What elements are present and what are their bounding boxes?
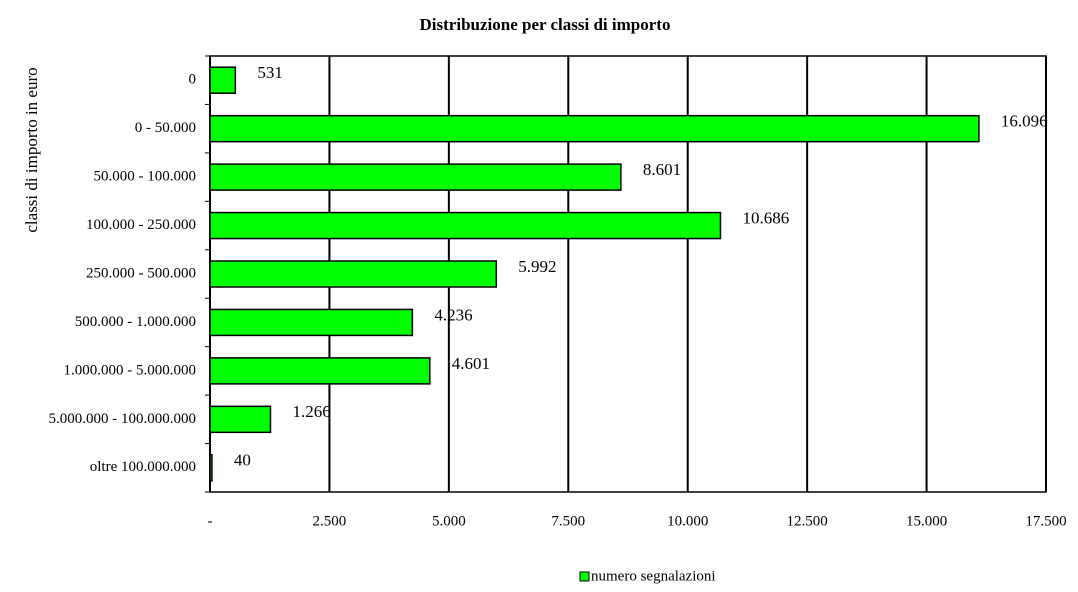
x-tick-label: 7.500 bbox=[551, 513, 585, 529]
y-tick-label: 0 bbox=[189, 72, 197, 88]
bar bbox=[209, 66, 237, 94]
y-tick-label: 100.000 - 250.000 bbox=[86, 217, 196, 233]
y-tick-label: 1.000.000 - 5.000.000 bbox=[64, 362, 197, 378]
x-tick-label: 17.500 bbox=[1025, 513, 1066, 529]
bar bbox=[209, 163, 622, 191]
data-label: 16.096 bbox=[1001, 112, 1048, 131]
y-tick-label: oltre 100.000.000 bbox=[90, 459, 196, 475]
y-tick-label: 5.000.000 - 100.000.000 bbox=[49, 411, 197, 427]
x-tick-label: - bbox=[208, 513, 213, 529]
bar bbox=[209, 114, 980, 143]
x-tick-label: 5.000 bbox=[432, 513, 466, 529]
data-label: 531 bbox=[257, 63, 283, 82]
bar bbox=[209, 308, 414, 337]
chart-title: Distribuzione per classi di importo bbox=[420, 15, 671, 34]
x-tick-label: 2.500 bbox=[313, 513, 347, 529]
bar bbox=[209, 454, 213, 482]
legend-swatch bbox=[579, 571, 590, 582]
data-label: 4.601 bbox=[452, 354, 490, 373]
data-label: 40 bbox=[234, 451, 251, 470]
bar bbox=[209, 260, 497, 288]
y-tick-label: 50.000 - 100.000 bbox=[94, 169, 197, 185]
bar bbox=[209, 405, 272, 434]
y-tick-label: 250.000 - 500.000 bbox=[86, 265, 196, 281]
bar bbox=[209, 357, 431, 385]
y-tick-label: 500.000 - 1.000.000 bbox=[75, 314, 196, 330]
x-tick-label: 15.000 bbox=[906, 513, 947, 529]
y-tick-label: 0 - 50.000 bbox=[135, 120, 196, 136]
x-tick-label: 10.000 bbox=[667, 513, 708, 529]
y-axis-title: classi di importo in euro bbox=[22, 67, 41, 232]
data-label: 1.266 bbox=[292, 402, 330, 421]
data-label: 4.236 bbox=[434, 305, 472, 324]
x-tick-label: 12.500 bbox=[787, 513, 828, 529]
data-label: 5.992 bbox=[518, 257, 556, 276]
data-label: 10.686 bbox=[742, 208, 789, 227]
data-label: 8.601 bbox=[643, 160, 681, 179]
bar bbox=[209, 211, 722, 240]
legend-label: numero segnalazioni bbox=[591, 568, 716, 584]
